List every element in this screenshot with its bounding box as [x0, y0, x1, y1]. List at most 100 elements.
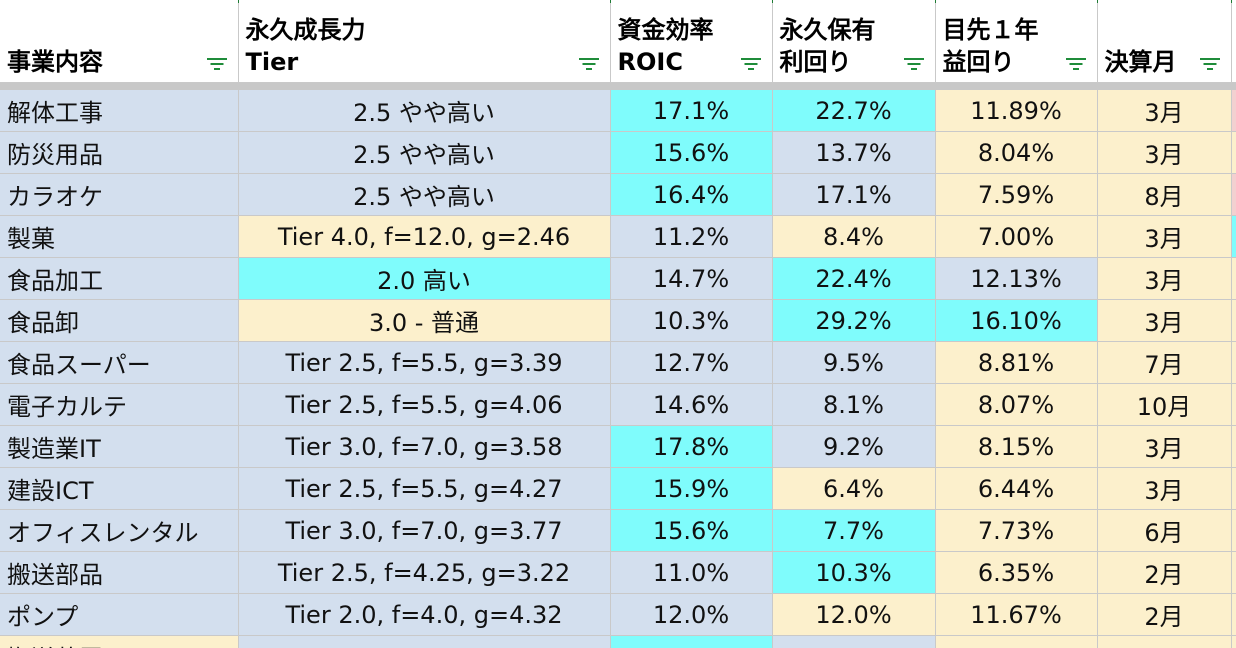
- cell-roic[interactable]: 10.3%: [610, 299, 773, 342]
- cell-extra[interactable]: [1231, 425, 1236, 468]
- cell-tier[interactable]: Tier 3.0, f=7.0, g=3.58: [238, 425, 611, 468]
- cell-business[interactable]: 解体工事: [0, 90, 239, 132]
- cell-fiscal-month[interactable]: 8月: [1097, 173, 1232, 216]
- filter-icon[interactable]: [903, 56, 925, 72]
- cell-roic[interactable]: 11.2%: [610, 215, 773, 258]
- cell-business[interactable]: 搬送装置: [0, 635, 239, 648]
- cell-extra[interactable]: [1231, 383, 1236, 426]
- cell-business[interactable]: 搬送部品: [0, 551, 239, 594]
- cell-fiscal-month[interactable]: [1097, 635, 1232, 648]
- cell-tier[interactable]: Tier 2.5, f=5.5, g=3.39: [238, 341, 611, 384]
- cell-earnings-yield[interactable]: 7.59%: [935, 173, 1098, 216]
- cell-extra[interactable]: [1231, 173, 1236, 216]
- filter-icon[interactable]: [740, 56, 762, 72]
- filter-icon[interactable]: [206, 56, 228, 72]
- cell-roic[interactable]: 14.6%: [610, 383, 773, 426]
- cell-business[interactable]: 製造業IT: [0, 425, 239, 468]
- cell-business[interactable]: 建設ICT: [0, 467, 239, 510]
- cell-extra[interactable]: [1231, 551, 1236, 594]
- cell-business[interactable]: 食品スーパー: [0, 341, 239, 384]
- cell-perpetual-yield[interactable]: 22.7%: [772, 90, 936, 132]
- cell-earnings-yield[interactable]: 8.07%: [935, 383, 1098, 426]
- cell-extra[interactable]: [1231, 509, 1236, 552]
- cell-roic[interactable]: 15.6%: [610, 509, 773, 552]
- cell-fiscal-month[interactable]: 3月: [1097, 467, 1232, 510]
- cell-fiscal-month[interactable]: 10月: [1097, 383, 1232, 426]
- cell-business[interactable]: ポンプ: [0, 593, 239, 636]
- cell-earnings-yield[interactable]: 16.10%: [935, 299, 1098, 342]
- cell-tier[interactable]: 2.5 やや高い: [238, 90, 611, 132]
- cell-earnings-yield[interactable]: 11.89%: [935, 90, 1098, 132]
- cell-business[interactable]: 防災用品: [0, 131, 239, 174]
- cell-perpetual-yield[interactable]: 9.5%: [772, 341, 936, 384]
- filter-icon[interactable]: [1199, 56, 1221, 72]
- cell-extra[interactable]: [1231, 635, 1236, 648]
- cell-business[interactable]: 食品卸: [0, 299, 239, 342]
- cell-business[interactable]: 食品加工: [0, 257, 239, 300]
- cell-roic[interactable]: [610, 635, 773, 648]
- cell-roic[interactable]: 17.8%: [610, 425, 773, 468]
- cell-earnings-yield[interactable]: 6.44%: [935, 467, 1098, 510]
- cell-tier[interactable]: 3.0 - 普通: [238, 299, 611, 342]
- cell-fiscal-month[interactable]: 3月: [1097, 425, 1232, 468]
- cell-tier[interactable]: Tier 2.5, f=5.5, g=4.06: [238, 383, 611, 426]
- cell-earnings-yield[interactable]: 6.35%: [935, 551, 1098, 594]
- cell-roic[interactable]: 14.7%: [610, 257, 773, 300]
- cell-tier[interactable]: Tier 4.0, f=12.0, g=2.46: [238, 215, 611, 258]
- cell-tier[interactable]: [238, 635, 611, 648]
- cell-roic[interactable]: 12.0%: [610, 593, 773, 636]
- cell-earnings-yield[interactable]: [935, 635, 1098, 648]
- cell-extra[interactable]: [1231, 467, 1236, 510]
- cell-roic[interactable]: 17.1%: [610, 90, 773, 132]
- cell-perpetual-yield[interactable]: 13.7%: [772, 131, 936, 174]
- cell-tier[interactable]: 2.0 高い: [238, 257, 611, 300]
- cell-earnings-yield[interactable]: 7.73%: [935, 509, 1098, 552]
- cell-fiscal-month[interactable]: 3月: [1097, 131, 1232, 174]
- cell-tier[interactable]: Tier 2.5, f=5.5, g=4.27: [238, 467, 611, 510]
- cell-perpetual-yield[interactable]: 6.4%: [772, 467, 936, 510]
- cell-tier[interactable]: Tier 2.5, f=4.25, g=3.22: [238, 551, 611, 594]
- cell-perpetual-yield[interactable]: 8.4%: [772, 215, 936, 258]
- cell-extra[interactable]: [1231, 593, 1236, 636]
- cell-perpetual-yield[interactable]: 29.2%: [772, 299, 936, 342]
- cell-roic[interactable]: 15.6%: [610, 131, 773, 174]
- cell-perpetual-yield[interactable]: 12.0%: [772, 593, 936, 636]
- cell-roic[interactable]: 15.9%: [610, 467, 773, 510]
- cell-tier[interactable]: Tier 2.0, f=4.0, g=4.32: [238, 593, 611, 636]
- cell-perpetual-yield[interactable]: 7.7%: [772, 509, 936, 552]
- cell-earnings-yield[interactable]: 8.04%: [935, 131, 1098, 174]
- cell-roic[interactable]: 16.4%: [610, 173, 773, 216]
- cell-fiscal-month[interactable]: 3月: [1097, 215, 1232, 258]
- cell-fiscal-month[interactable]: 3月: [1097, 299, 1232, 342]
- cell-extra[interactable]: [1231, 299, 1236, 342]
- cell-extra[interactable]: [1231, 131, 1236, 174]
- cell-business[interactable]: 製菓: [0, 215, 239, 258]
- cell-fiscal-month[interactable]: 2月: [1097, 551, 1232, 594]
- cell-fiscal-month[interactable]: 2月: [1097, 593, 1232, 636]
- cell-tier[interactable]: 2.5 やや高い: [238, 173, 611, 216]
- cell-business[interactable]: 電子カルテ: [0, 383, 239, 426]
- cell-fiscal-month[interactable]: 3月: [1097, 90, 1232, 132]
- cell-earnings-yield[interactable]: 8.81%: [935, 341, 1098, 384]
- cell-fiscal-month[interactable]: 7月: [1097, 341, 1232, 384]
- cell-perpetual-yield[interactable]: 10.3%: [772, 551, 936, 594]
- cell-extra[interactable]: [1231, 90, 1236, 132]
- cell-perpetual-yield[interactable]: 8.1%: [772, 383, 936, 426]
- cell-roic[interactable]: 12.7%: [610, 341, 773, 384]
- cell-fiscal-month[interactable]: 6月: [1097, 509, 1232, 552]
- filter-icon[interactable]: [578, 56, 600, 72]
- cell-perpetual-yield[interactable]: [772, 635, 936, 648]
- cell-perpetual-yield[interactable]: 17.1%: [772, 173, 936, 216]
- cell-business[interactable]: カラオケ: [0, 173, 239, 216]
- cell-extra[interactable]: [1231, 341, 1236, 384]
- cell-tier[interactable]: Tier 3.0, f=7.0, g=3.77: [238, 509, 611, 552]
- cell-extra[interactable]: [1231, 257, 1236, 300]
- cell-business[interactable]: オフィスレンタル: [0, 509, 239, 552]
- cell-earnings-yield[interactable]: 11.67%: [935, 593, 1098, 636]
- cell-earnings-yield[interactable]: 12.13%: [935, 257, 1098, 300]
- cell-fiscal-month[interactable]: 3月: [1097, 257, 1232, 300]
- cell-earnings-yield[interactable]: 8.15%: [935, 425, 1098, 468]
- cell-earnings-yield[interactable]: 7.00%: [935, 215, 1098, 258]
- cell-tier[interactable]: 2.5 やや高い: [238, 131, 611, 174]
- cell-perpetual-yield[interactable]: 9.2%: [772, 425, 936, 468]
